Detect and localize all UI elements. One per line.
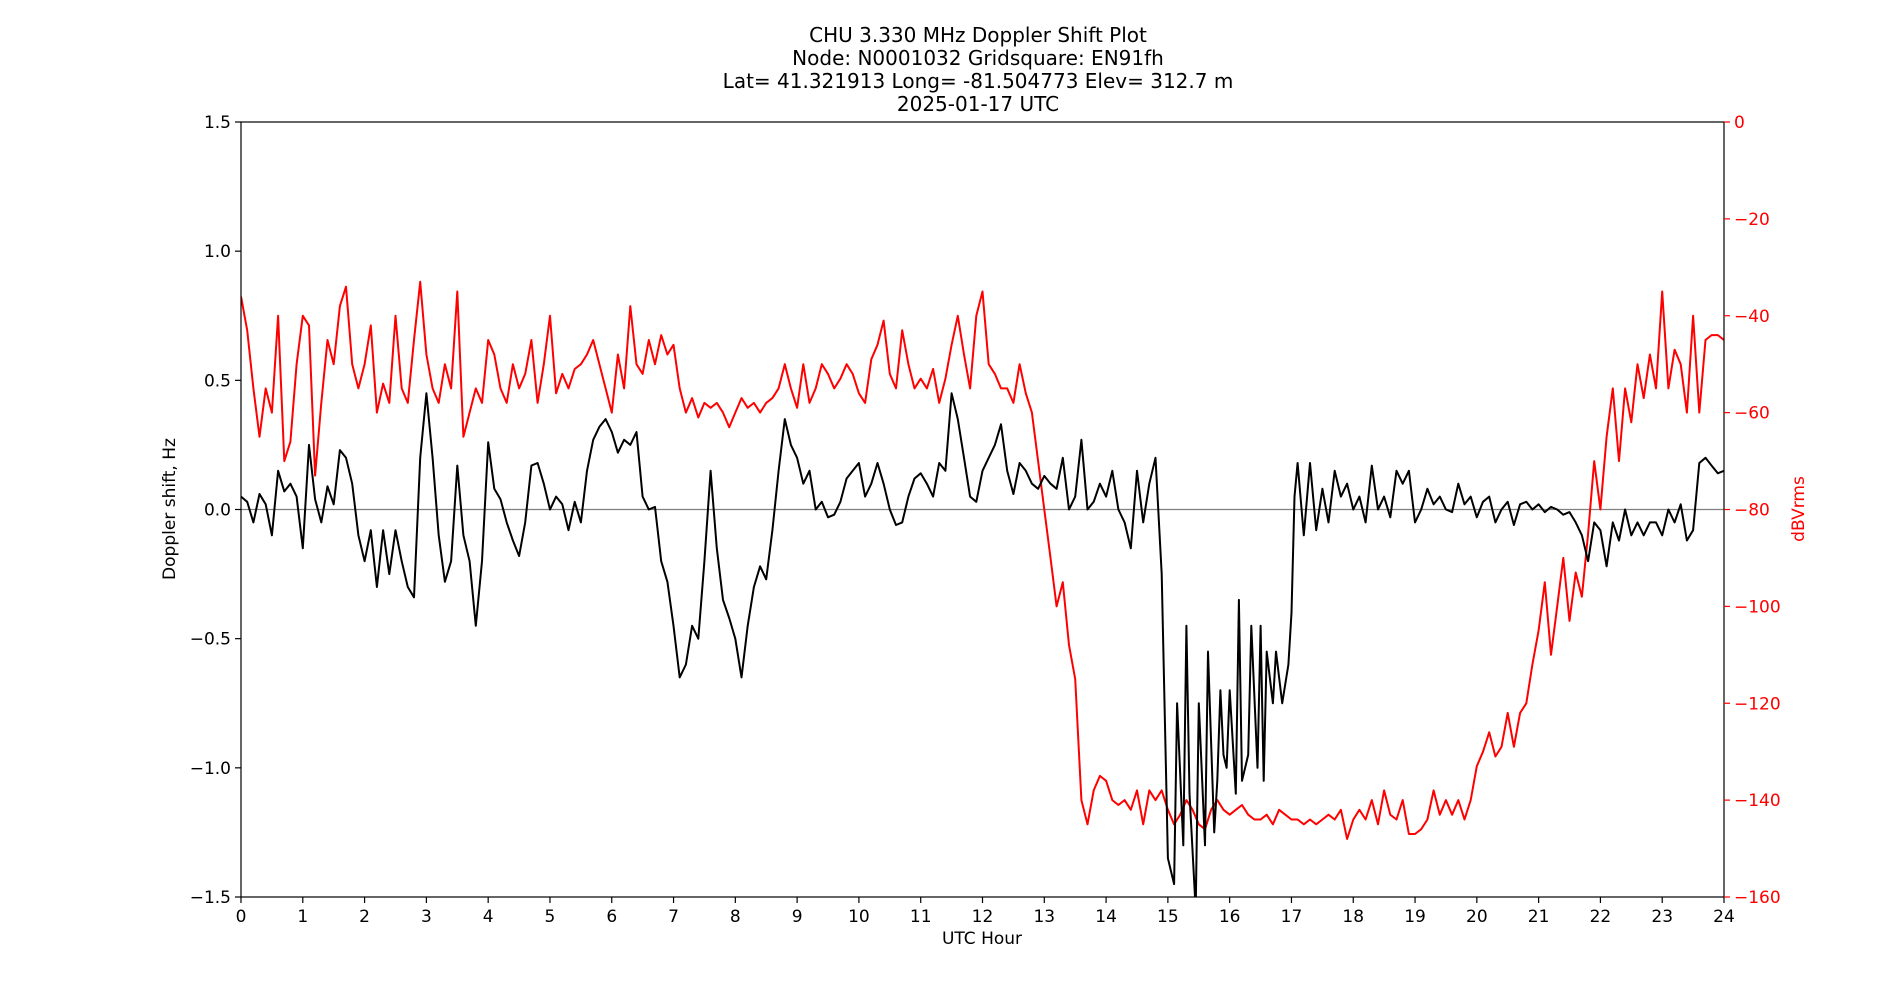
y-right-tick-label: −20 [1734,210,1770,230]
x-tick-label: 22 [1590,907,1612,927]
x-tick-label: 1 [297,907,308,927]
x-tick-label: 23 [1651,907,1673,927]
x-tick-label: 19 [1404,907,1426,927]
x-tick-label: 2 [359,907,370,927]
x-tick-label: 14 [1095,907,1117,927]
title-line-1: CHU 3.330 MHz Doppler Shift Plot [809,23,1147,47]
y-right-tick-label: −60 [1734,404,1770,424]
x-tick-label: 21 [1528,907,1550,927]
y-left-tick-label: 0.5 [204,371,231,391]
x-axis-label: UTC Hour [942,929,1022,949]
x-tick-label: 11 [910,907,932,927]
y-left-tick-label: 1.5 [204,113,231,133]
y-left-tick-label: 1.0 [204,242,231,262]
x-tick-label: 5 [545,907,556,927]
x-tick-label: 17 [1281,907,1303,927]
x-tick-label: 24 [1713,907,1735,927]
y-right-tick-label: −160 [1734,888,1781,908]
y-right-tick-label: −120 [1734,694,1781,714]
y-axis-label-left: Doppler shift, Hz [160,438,180,580]
x-tick-label: 13 [1033,907,1055,927]
y-right-tick-label: −140 [1734,791,1781,811]
y-axis-label-right: dBVrms [1789,476,1809,542]
title-line-3: Lat= 41.321913 Long= -81.504773 Elev= 31… [723,69,1234,93]
y-left-tick-label: −1.5 [190,888,231,908]
y-right-tick-label: −40 [1734,307,1770,327]
x-tick-label: 6 [606,907,617,927]
y-right-tick-label: −80 [1734,501,1770,521]
x-tick-label: 0 [236,907,247,927]
x-tick-label: 15 [1157,907,1179,927]
x-tick-label: 9 [792,907,803,927]
y-right-tick-label: −100 [1734,597,1781,617]
x-tick-label: 10 [848,907,870,927]
x-tick-label: 20 [1466,907,1488,927]
y-left-tick-label: 0.0 [204,501,231,521]
y-left-tick-label: −0.5 [190,630,231,650]
x-tick-label: 16 [1219,907,1241,927]
x-tick-label: 18 [1342,907,1364,927]
title-line-2: Node: N0001032 Gridsquare: EN91fh [792,46,1164,70]
y-right-tick-label: 0 [1734,113,1745,133]
x-tick-label: 8 [730,907,741,927]
doppler-shift-line [241,392,1724,897]
x-tick-label: 4 [483,907,494,927]
title-line-4: 2025-01-17 UTC [897,92,1059,116]
y-left-tick-label: −1.0 [190,759,231,779]
chart-title: CHU 3.330 MHz Doppler Shift Plot Node: N… [723,23,1234,116]
power-dbvrms-line [241,280,1724,840]
x-tick-label: 12 [972,907,994,927]
x-tick-label: 3 [421,907,432,927]
x-tick-label: 7 [668,907,679,927]
